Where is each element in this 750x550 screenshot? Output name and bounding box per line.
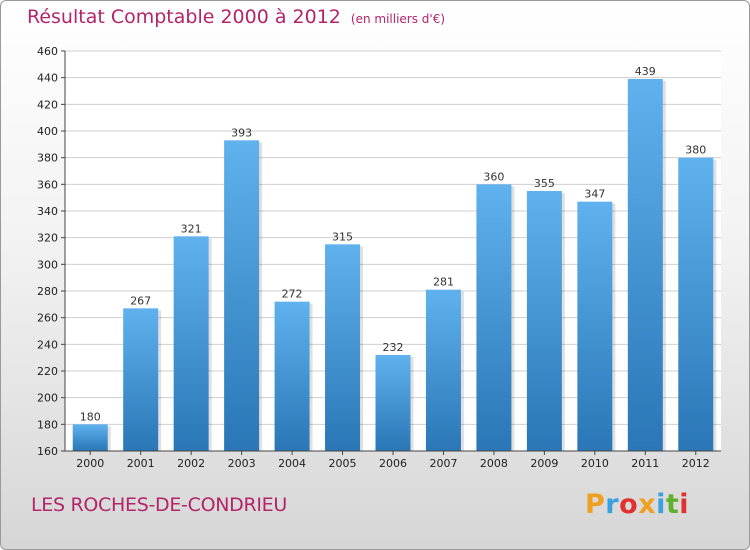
y-tick-label: 360 xyxy=(37,178,58,191)
bar xyxy=(425,289,461,451)
axes: 160 180 200 220 240 260 280 300 320 340 360 380 400 4… xyxy=(37,45,721,458)
proxiti-logo: Proxiti xyxy=(585,489,689,520)
x-tick-label: 2001 xyxy=(127,457,155,470)
data-label: 393 xyxy=(231,126,252,139)
y-tick-label: 200 xyxy=(37,392,58,405)
bar xyxy=(375,355,411,451)
x-tick-label: 2010 xyxy=(581,457,609,470)
data-label: 180 xyxy=(80,410,101,423)
data-label: 281 xyxy=(433,276,454,289)
y-tick-label: 280 xyxy=(37,285,58,298)
bar xyxy=(476,184,512,452)
y-tick-label: 300 xyxy=(37,258,58,271)
data-label: 360 xyxy=(483,170,504,183)
y-tick-label: 220 xyxy=(37,365,58,378)
data-label: 272 xyxy=(282,288,303,301)
y-tick-label: 460 xyxy=(37,45,58,58)
chart-title: Résultat Comptable 2000 à 2012 (en millie… xyxy=(27,6,445,28)
logo-letter: t xyxy=(665,489,680,520)
title-text: Résultat Comptable 2000 à 2012 xyxy=(27,6,341,28)
chart-subtitle: (en milliers d'€) xyxy=(350,12,446,26)
place-name: LES ROCHES-DE-CONDRIEU xyxy=(31,494,287,516)
labels: 2000 180 2001 267 2002 321 2003 393 2004 272 2005 3… xyxy=(76,65,710,470)
data-label: 267 xyxy=(130,294,151,307)
bar xyxy=(678,157,714,451)
data-label: 355 xyxy=(534,177,555,190)
logo-letter: r xyxy=(605,489,620,520)
bar xyxy=(627,79,663,451)
x-tick-label: 2004 xyxy=(278,457,306,470)
x-tick-label: 2007 xyxy=(429,457,457,470)
y-tick-label: 240 xyxy=(37,338,58,351)
data-label: 380 xyxy=(685,144,706,157)
y-tick-label: 320 xyxy=(37,232,58,245)
bar xyxy=(224,140,260,452)
y-tick-label: 380 xyxy=(37,152,58,165)
x-tick-label: 2011 xyxy=(631,457,659,470)
logo-letter: i xyxy=(679,489,690,520)
data-label: 347 xyxy=(584,188,605,201)
logo-letter: i xyxy=(656,489,666,520)
bar xyxy=(526,191,562,451)
data-label: 321 xyxy=(181,222,202,235)
bars xyxy=(72,79,717,452)
y-tick-label: 400 xyxy=(37,125,58,138)
logo-letter: x xyxy=(638,489,657,520)
bar xyxy=(123,308,159,451)
x-tick-label: 2012 xyxy=(682,457,710,470)
y-tick-label: 160 xyxy=(37,445,58,458)
bar xyxy=(173,236,209,451)
y-tick-label: 180 xyxy=(37,418,58,431)
bar xyxy=(274,301,310,451)
x-tick-label: 2008 xyxy=(480,457,508,470)
data-label: 315 xyxy=(332,230,353,243)
x-tick-label: 2000 xyxy=(76,457,104,470)
data-label: 439 xyxy=(635,65,656,78)
logo-letter: o xyxy=(619,489,639,520)
logo-letter: P xyxy=(585,489,606,520)
x-tick-label: 2003 xyxy=(228,457,256,470)
bar xyxy=(325,244,361,451)
y-tick-label: 340 xyxy=(37,205,58,218)
bar xyxy=(72,424,108,451)
x-tick-label: 2005 xyxy=(329,457,357,470)
y-tick-label: 420 xyxy=(37,98,58,111)
x-tick-label: 2009 xyxy=(530,457,558,470)
bar xyxy=(577,201,613,451)
data-label: 232 xyxy=(383,341,404,354)
y-tick-label: 440 xyxy=(37,72,58,85)
x-tick-label: 2002 xyxy=(177,457,205,470)
x-tick-label: 2006 xyxy=(379,457,407,470)
y-tick-label: 260 xyxy=(37,312,58,325)
